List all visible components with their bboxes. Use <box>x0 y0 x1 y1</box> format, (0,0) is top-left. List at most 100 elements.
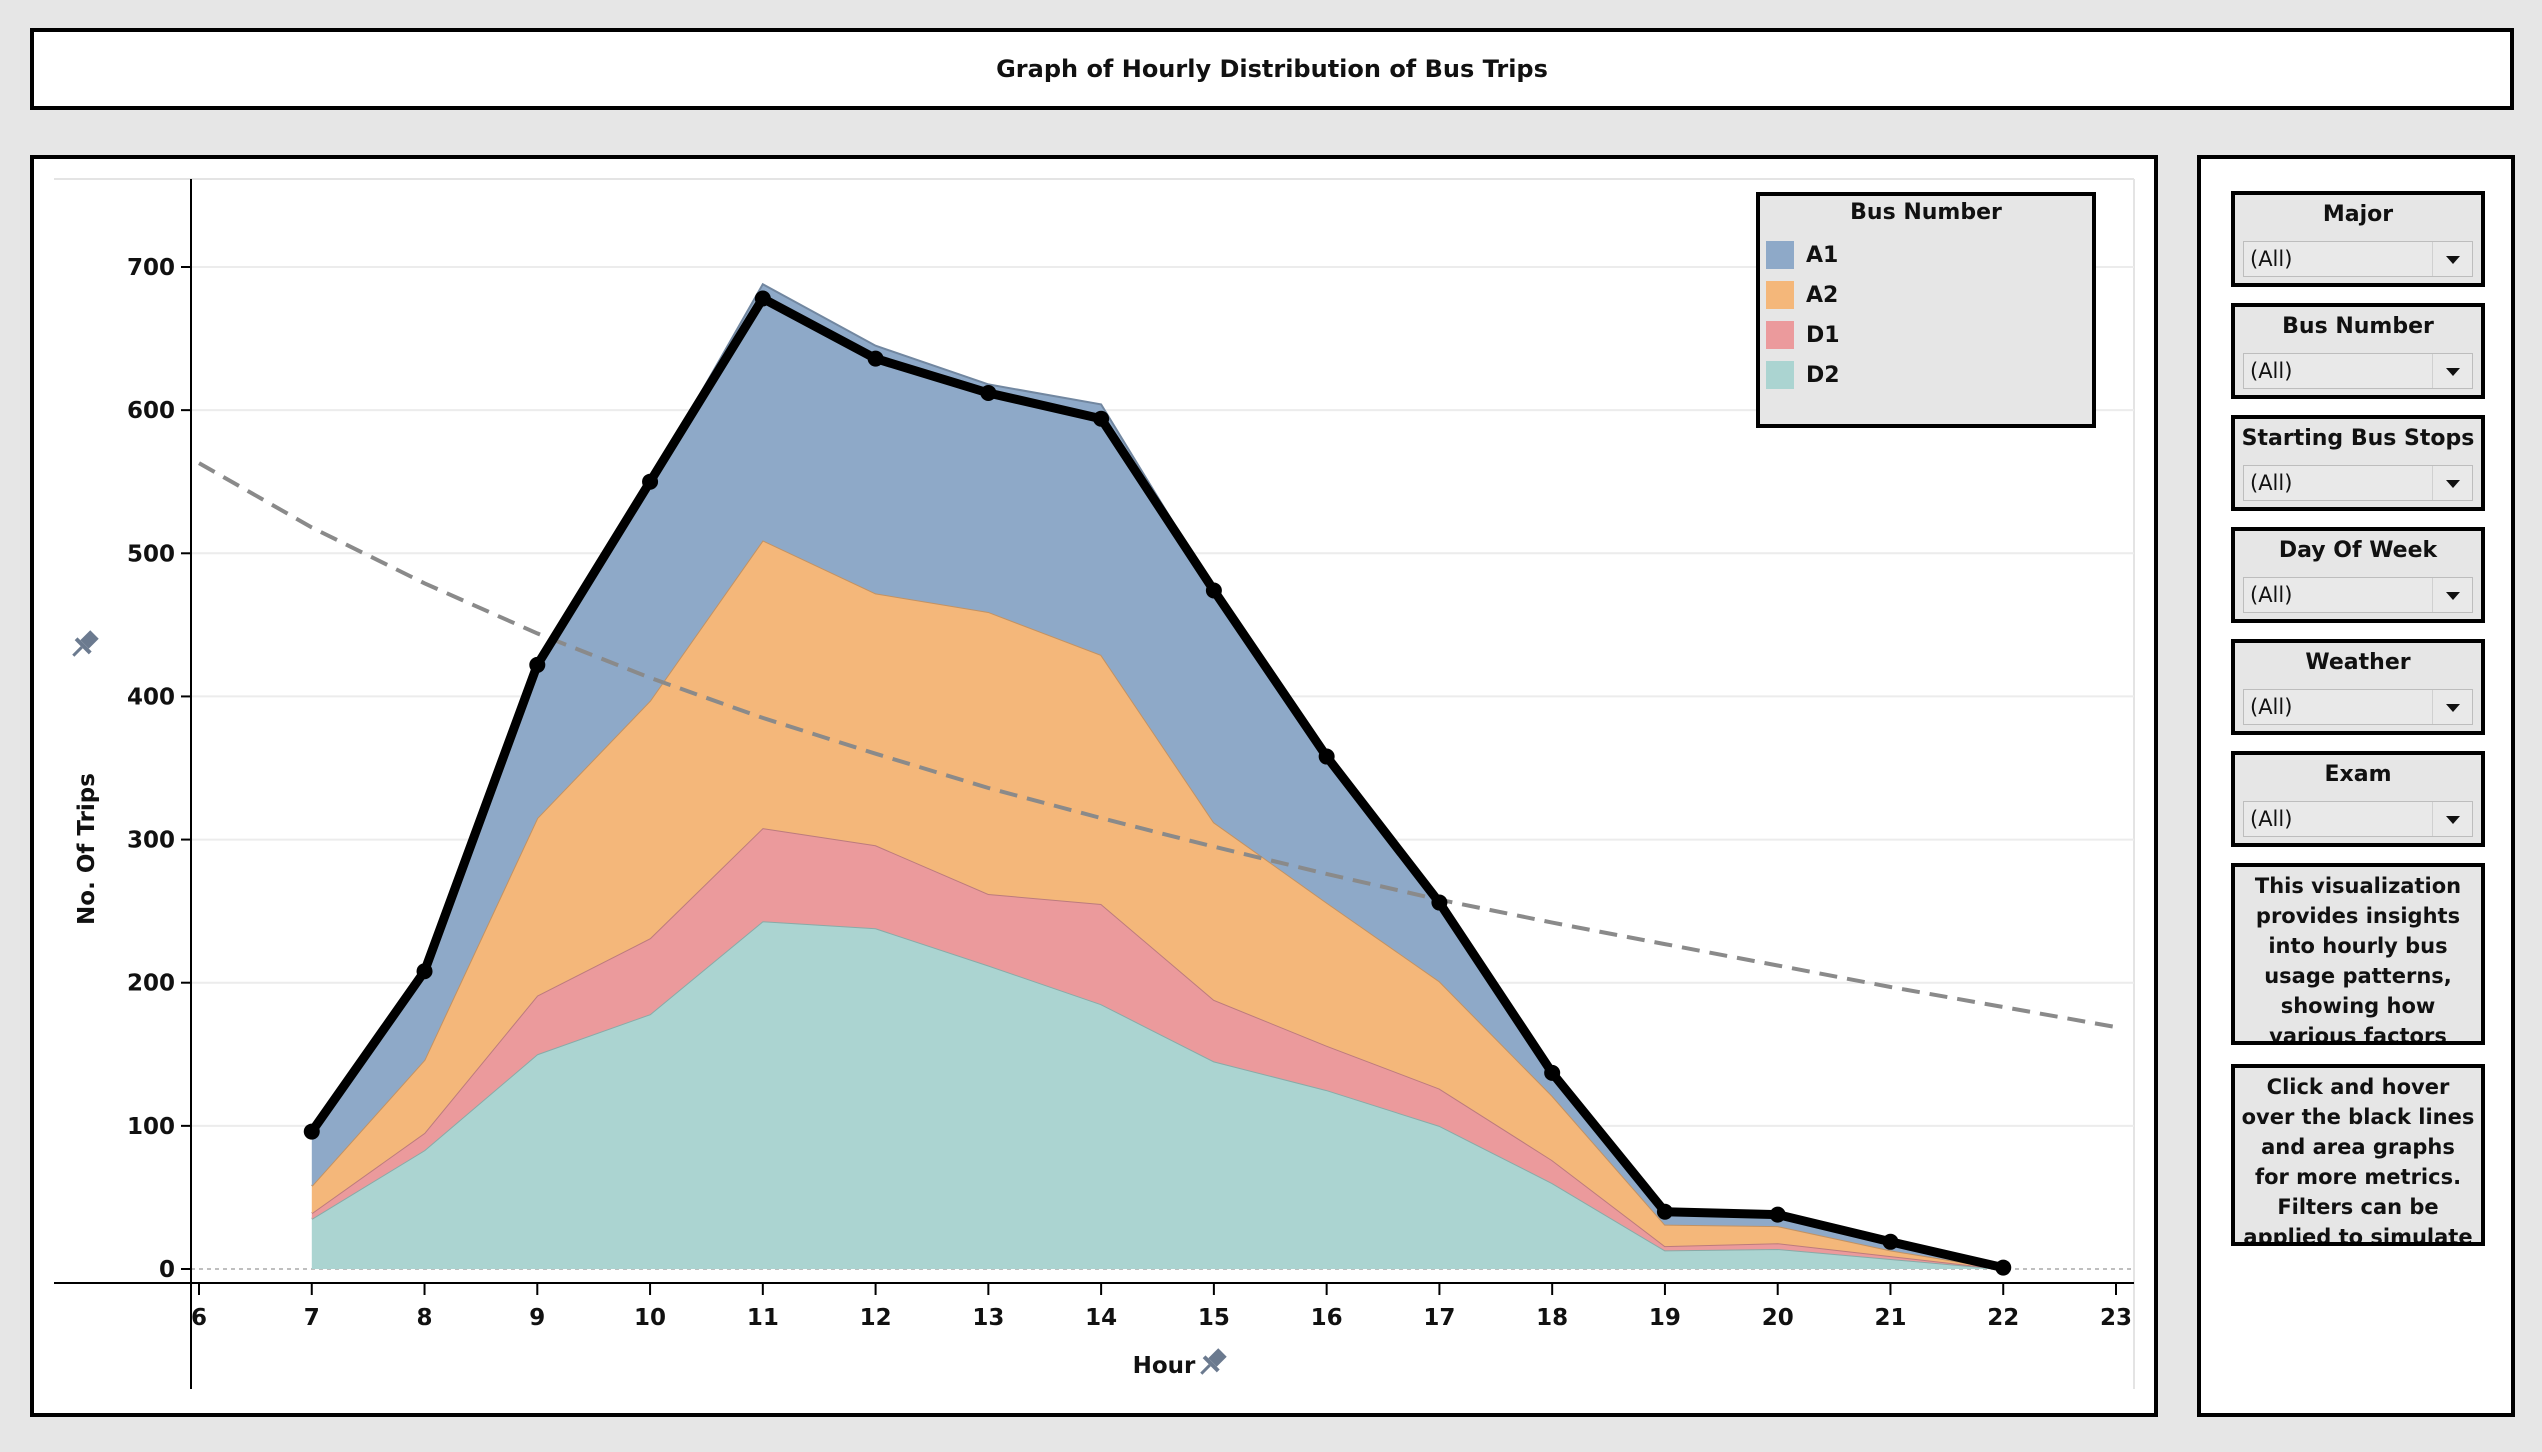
total-point-16[interactable] <box>1318 748 1335 765</box>
x-tick-label-15: 15 <box>1198 1305 1230 1331</box>
filter-bus-number: Bus Number (All) <box>2231 303 2485 399</box>
y-tick-label-200: 200 <box>127 971 175 997</box>
filter-label-major: Major <box>2322 202 2394 227</box>
total-point-18[interactable] <box>1544 1064 1561 1081</box>
total-point-13[interactable] <box>980 384 997 401</box>
filter-label-exam: Exam <box>2324 762 2392 787</box>
area-series-d1[interactable] <box>311 828 2004 1269</box>
x-tick-label-22: 22 <box>1987 1305 2019 1331</box>
legend: Bus Number A1 A2 D1 D2 <box>1756 192 2096 428</box>
total-point-22[interactable] <box>1995 1259 2012 1276</box>
filter-major: Major (All) <box>2231 191 2485 287</box>
y-tick-label-300: 300 <box>127 828 175 854</box>
area-chart[interactable]: 0 100 200 300 400 500 600 700 6 7 8 9 10 11 12 13 14 15 16… <box>34 159 2154 1413</box>
x-axis-pin-icon <box>1200 1348 1227 1375</box>
instructions-note: Click and hover over the black lines and… <box>2231 1064 2485 1246</box>
filter-day-of-week: Day Of Week (All) <box>2231 527 2485 623</box>
legend-swatch-d2 <box>1766 361 1794 389</box>
total-point-10[interactable] <box>642 473 659 490</box>
area-series-a2[interactable] <box>311 540 2004 1269</box>
y-tick-label-600: 600 <box>127 398 175 424</box>
chevron-down-icon[interactable] <box>2432 578 2472 612</box>
filter-dropdown-starting-bus-stops[interactable]: (All) <box>2243 465 2473 501</box>
filter-value-major: (All) <box>2250 247 2293 271</box>
filter-exam: Exam (All) <box>2231 751 2485 847</box>
chevron-down-icon[interactable] <box>2432 690 2472 724</box>
x-tick-label-7: 7 <box>304 1305 320 1331</box>
filter-label-weather: Weather <box>2305 650 2411 675</box>
total-point-19[interactable] <box>1656 1203 1673 1220</box>
x-tick-label-11: 11 <box>747 1305 779 1331</box>
total-trips-line[interactable] <box>308 294 2005 1272</box>
chart-panel: 0 100 200 300 400 500 600 700 6 7 8 9 10 11 12 13 14 15 16… <box>30 155 2158 1417</box>
legend-swatch-a1 <box>1766 241 1794 269</box>
description-note: This visualization provides insights int… <box>2231 863 2485 1045</box>
area-series-a1[interactable] <box>311 284 2004 1269</box>
legend-item-d1[interactable]: D1 <box>1766 320 1840 350</box>
total-point-8[interactable] <box>416 963 433 980</box>
filter-dropdown-exam[interactable]: (All) <box>2243 801 2473 837</box>
x-tick-label-23: 23 <box>2100 1305 2132 1331</box>
total-point-7[interactable] <box>303 1123 320 1140</box>
x-tick-label-19: 19 <box>1649 1305 1681 1331</box>
x-tick-label-8: 8 <box>417 1305 433 1331</box>
filter-value-bus-number: (All) <box>2250 359 2293 383</box>
filter-value-starting-bus-stops: (All) <box>2250 471 2293 495</box>
legend-title: Bus Number <box>1850 200 2002 225</box>
filter-weather: Weather (All) <box>2231 639 2485 735</box>
y-axis-pin-icon <box>72 630 99 657</box>
chart-title: Graph of Hourly Distribution of Bus Trip… <box>30 28 2514 110</box>
x-tick-label-9: 9 <box>529 1305 545 1331</box>
x-axis-title: Hour <box>1133 1353 1196 1379</box>
total-point-21[interactable] <box>1882 1233 1899 1250</box>
area-series-d2[interactable] <box>311 921 2004 1269</box>
total-point-9[interactable] <box>529 656 546 673</box>
total-point-12[interactable] <box>867 350 884 367</box>
legend-item-a2[interactable]: A2 <box>1766 280 1838 310</box>
chevron-down-icon[interactable] <box>2432 466 2472 500</box>
filter-dropdown-bus-number[interactable]: (All) <box>2243 353 2473 389</box>
filter-value-weather: (All) <box>2250 695 2293 719</box>
filter-dropdown-major[interactable]: (All) <box>2243 241 2473 277</box>
legend-swatch-a2 <box>1766 281 1794 309</box>
y-tick-label-400: 400 <box>127 684 175 710</box>
trend-line <box>198 461 2117 1030</box>
x-tick-label-13: 13 <box>972 1305 1004 1331</box>
total-point-17[interactable] <box>1431 894 1448 911</box>
legend-label-d1: D1 <box>1806 322 1840 348</box>
legend-label-a2: A2 <box>1806 282 1839 308</box>
x-tick-label-14: 14 <box>1085 1305 1117 1331</box>
filter-label-starting-bus-stops: Starting Bus Stops <box>2241 426 2475 451</box>
filter-label-day-of-week: Day Of Week <box>2278 538 2438 563</box>
legend-item-a1[interactable]: A1 <box>1766 240 1838 270</box>
filter-value-exam: (All) <box>2250 807 2293 831</box>
chevron-down-icon[interactable] <box>2432 802 2472 836</box>
filter-label-bus-number: Bus Number <box>2282 314 2434 339</box>
total-point-20[interactable] <box>1769 1206 1786 1223</box>
filter-dropdown-day-of-week[interactable]: (All) <box>2243 577 2473 613</box>
total-point-14[interactable] <box>1093 410 1110 427</box>
x-tick-label-12: 12 <box>860 1305 892 1331</box>
legend-label-a1: A1 <box>1806 242 1839 268</box>
filters-panel: Major (All) Bus Number (All) Starting Bu… <box>2197 155 2515 1417</box>
y-tick-label-700: 700 <box>127 255 175 281</box>
x-tick-label-21: 21 <box>1874 1305 1906 1331</box>
total-point-11[interactable] <box>754 290 771 307</box>
total-point-15[interactable] <box>1205 582 1222 599</box>
y-tick-label-0: 0 <box>159 1257 175 1283</box>
x-tick-label-6: 6 <box>191 1305 207 1331</box>
legend-label-d2: D2 <box>1806 362 1840 388</box>
filter-dropdown-weather[interactable]: (All) <box>2243 689 2473 725</box>
y-tick-label-100: 100 <box>127 1114 175 1140</box>
chevron-down-icon[interactable] <box>2432 354 2472 388</box>
x-tick-label-17: 17 <box>1423 1305 1455 1331</box>
legend-item-d2[interactable]: D2 <box>1766 360 1840 390</box>
legend-swatch-d1 <box>1766 321 1794 349</box>
chevron-down-icon[interactable] <box>2432 242 2472 276</box>
x-tick-label-18: 18 <box>1536 1305 1568 1331</box>
y-axis-title: No. Of Trips <box>74 773 100 925</box>
filter-starting-bus-stops: Starting Bus Stops (All) <box>2231 415 2485 511</box>
filter-value-day-of-week: (All) <box>2250 583 2293 607</box>
x-tick-label-20: 20 <box>1762 1305 1794 1331</box>
x-tick-label-10: 10 <box>634 1305 666 1331</box>
